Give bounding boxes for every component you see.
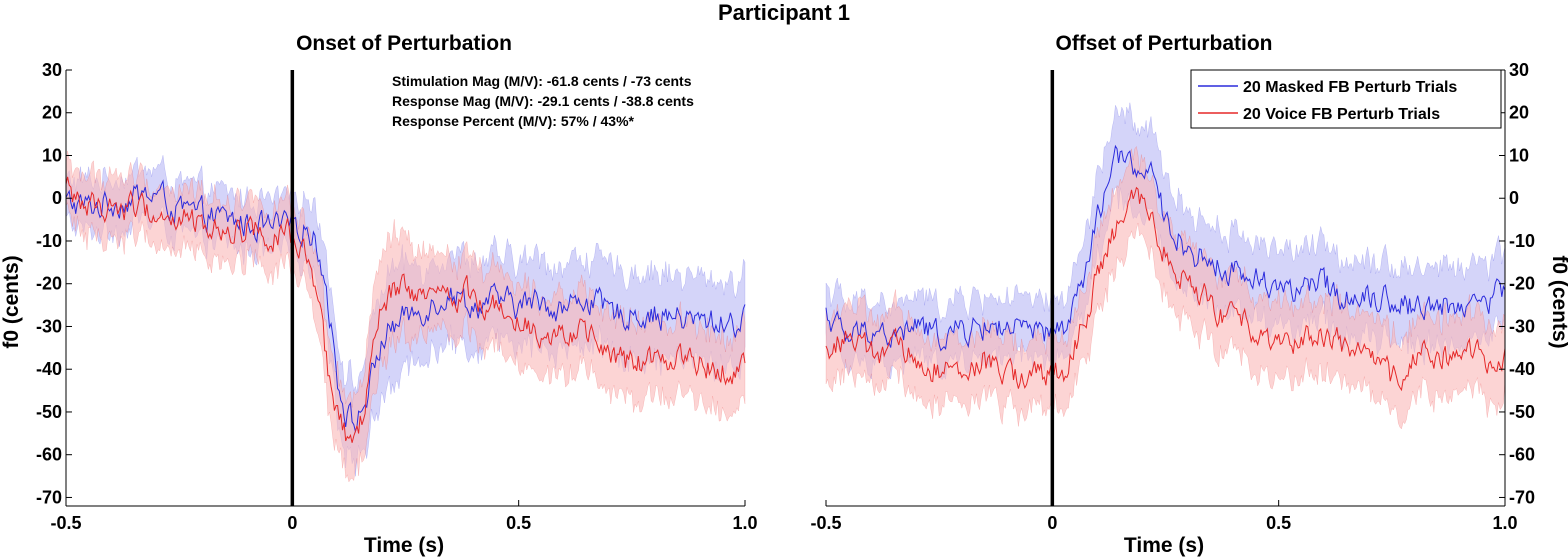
offset-x-tick-label: -0.5	[810, 513, 841, 533]
onset-y-tick-label: -40	[36, 359, 62, 379]
onset-confidence-bands	[65, 150, 746, 483]
offset-y-tick-label: -50	[1509, 402, 1535, 422]
offset-series-lines	[825, 144, 1506, 392]
onset-x-tick-label: 0	[287, 513, 297, 533]
onset-y-tick-label: -20	[36, 274, 62, 294]
offset-line-voice	[825, 186, 1506, 392]
onset-annotations: Stimulation Mag (M/V): -61.8 cents / -73…	[392, 73, 694, 129]
offset-y-tick-label: 20	[1509, 103, 1529, 123]
legend: 20 Masked FB Perturb Trials 20 Voice FB …	[1190, 69, 1502, 129]
onset-y-tick-label: -10	[36, 231, 62, 251]
offset-y-tick-label: -70	[1509, 487, 1535, 507]
onset-y-tick-label: -30	[36, 316, 62, 336]
onset-x-axis-label: Time (s)	[364, 534, 444, 557]
offset-axes	[826, 70, 1506, 507]
figure-title: Participant 1	[718, 0, 850, 25]
offset-y-tick-label: -10	[1509, 231, 1535, 251]
offset-y-tick-label: 0	[1509, 188, 1519, 208]
onset-ticks: -0.5 0 0.5 1.0 30 20 10 0 -10 -20 -30 -40 -50 -60 -70	[36, 60, 758, 533]
offset-x-axis-label: Time (s)	[1124, 534, 1204, 557]
onset-axes	[65, 70, 745, 507]
offset-y-axis-label: f0 (cents)	[1548, 255, 1568, 348]
offset-y-tick-label: -40	[1509, 359, 1535, 379]
onset-series-lines	[65, 176, 746, 443]
annotation-response-mag: Response Mag (M/V): -29.1 cents / -38.8 …	[392, 93, 694, 109]
offset-y-tick-label: 10	[1509, 145, 1529, 165]
onset-x-tick-label: 1.0	[732, 513, 757, 533]
offset-panel: Offset of Perturbation -0.5 0 0.5 1.0 30 20 10…	[810, 32, 1568, 557]
offset-y-tick-label: -60	[1509, 445, 1535, 465]
onset-y-tick-label: -60	[36, 445, 62, 465]
onset-line-masked	[65, 179, 746, 434]
onset-y-tick-label: 0	[52, 188, 62, 208]
offset-line-masked	[825, 144, 1506, 352]
onset-panel: Onset of Perturbation -0.5 0 0.5 1.0 30 20 10 0…	[0, 32, 758, 557]
legend-box	[1190, 69, 1502, 129]
onset-x-tick-label: -0.5	[50, 513, 81, 533]
offset-y-tick-label: -20	[1509, 274, 1535, 294]
onset-x-tick-label: 0.5	[506, 513, 531, 533]
offset-panel-title: Offset of Perturbation	[1055, 32, 1272, 55]
onset-y-tick-label: -70	[36, 487, 62, 507]
offset-y-tick-label: 30	[1509, 60, 1529, 80]
onset-y-tick-label: 20	[42, 103, 62, 123]
offset-x-tick-label: 0.5	[1266, 513, 1291, 533]
onset-y-tick-label: 30	[42, 60, 62, 80]
legend-label-voice: 20 Voice FB Perturb Trials	[1243, 106, 1440, 123]
offset-x-tick-label: 0	[1047, 513, 1057, 533]
onset-line-voice	[65, 176, 746, 443]
onset-y-tick-label: -50	[36, 402, 62, 422]
annotation-stimulation-mag: Stimulation Mag (M/V): -61.8 cents / -73…	[392, 73, 692, 89]
legend-label-masked: 20 Masked FB Perturb Trials	[1243, 79, 1457, 96]
onset-panel-title: Onset of Perturbation	[296, 32, 512, 55]
onset-y-axis-label: f0 (cents)	[0, 255, 23, 348]
onset-y-tick-label: 10	[42, 145, 62, 165]
offset-ticks: -0.5 0 0.5 1.0 30 20 10 0 -10 -20 -30 -40 -50 -60 -70	[810, 60, 1535, 533]
offset-y-tick-label: -30	[1509, 316, 1535, 336]
offset-x-tick-label: 1.0	[1492, 513, 1517, 533]
annotation-response-percent: Response Percent (M/V): 57% / 43%*	[392, 113, 635, 129]
